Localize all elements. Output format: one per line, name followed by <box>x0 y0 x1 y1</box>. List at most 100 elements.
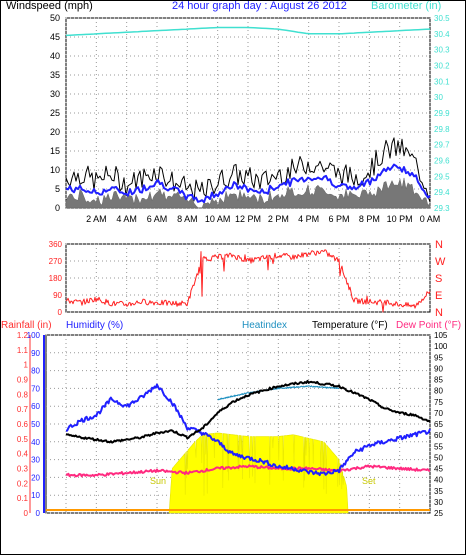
temperature-y-tick: 75 <box>434 398 443 407</box>
direction-y-tick: 270 <box>49 257 63 266</box>
temp-series <box>65 379 431 478</box>
temperature-y-tick: 90 <box>434 364 443 373</box>
temperature-y-tick: 85 <box>434 376 443 385</box>
barometer-y-tick: 29.7 <box>434 141 450 150</box>
wind-series <box>65 26 431 209</box>
temperature-y-ticks: 25 30 35 40 45 50 55 60 65 70 75 80 85 90 95 100 105 <box>434 331 448 518</box>
wind-y-tick: 0 <box>55 203 60 213</box>
wind-x-tick: 6 AM <box>147 214 168 224</box>
humidity-y-tick: 40 <box>31 438 40 447</box>
temperature-y-tick: 40 <box>434 476 443 485</box>
compass-letter: N <box>435 307 443 319</box>
wind-y-tick: 10 <box>50 165 60 175</box>
rain-y-tick: 0.9 <box>17 376 29 385</box>
wind-x-tick: 8 AM <box>177 214 198 224</box>
wind-x-tick: 10 PM <box>387 214 413 224</box>
direction-y-tick: 360 <box>49 240 63 249</box>
wind-grid <box>65 17 431 209</box>
compass-letter: S <box>435 273 442 285</box>
chart-title: 24 hour graph day : August 26 2012 <box>172 0 347 12</box>
barometer-y-tick: 29.8 <box>434 125 450 134</box>
temperature-y-tick: 45 <box>434 465 443 474</box>
solar-area <box>168 432 349 514</box>
wind-x-ticks: 2 AM 4 AM 6 AM 8 AM 10 AM 12 PM 2 PM 4 PM 6 PM 8 … <box>86 214 440 224</box>
wind-x-tick: 4 AM <box>116 214 137 224</box>
barometer-y-tick: 29.9 <box>434 109 450 118</box>
rain-y-tick: 0.2 <box>17 479 29 488</box>
rain-y-tick: 0.7 <box>17 405 29 414</box>
wind-gust-line <box>65 137 431 203</box>
wind-y-tick: 25 <box>50 108 60 118</box>
wind-y-ticks: 0 5 10 15 20 25 30 35 40 45 50 <box>50 13 60 213</box>
wind-y-tick: 50 <box>50 13 60 23</box>
wind-x-tick: 0 AM <box>420 214 441 224</box>
rain-y-tick: 0.3 <box>17 465 29 474</box>
rain-y-tick: 0.6 <box>17 420 29 429</box>
direction-y-tick: 0 <box>58 308 63 317</box>
temperature-y-tick: 95 <box>434 353 443 362</box>
wind-y-tick: 35 <box>50 70 60 80</box>
barometer-y-tick: 29.6 <box>434 157 450 166</box>
temperature-axis-label: Temperature (°F) <box>312 320 388 331</box>
wind-y-tick: 45 <box>50 32 60 42</box>
compass-letter: W <box>435 256 446 268</box>
direction-series <box>65 249 431 313</box>
barometer-y-tick: 30.3 <box>434 46 450 55</box>
sunset-label: Set <box>362 476 376 486</box>
barometer-y-tick: 30.5 <box>434 14 450 23</box>
rain-y-ticks: 0 0.1 0.2 0.3 0.4 0.5 0.6 0.7 0.8 0.9 1 1.1 1.2 <box>17 331 29 518</box>
sunrise-label: Sun <box>150 476 166 486</box>
rain-y-tick: 1.2 <box>17 331 29 340</box>
rain-y-tick: 1 <box>24 361 29 370</box>
barometer-y-tick: 30.4 <box>434 30 450 39</box>
temperature-y-tick: 55 <box>434 442 443 451</box>
direction-y-ticks: 0 90 180 270 360 <box>49 240 63 317</box>
temperature-y-tick: 70 <box>434 409 443 418</box>
wind-x-tick: 2 PM <box>268 214 289 224</box>
humidity-y-tick: 0 <box>36 509 41 518</box>
wind-y-tick: 15 <box>50 146 60 156</box>
barometer-axis-label: Barometer (in) <box>371 0 441 12</box>
direction-line <box>65 249 431 313</box>
humidity-y-tick: 20 <box>31 473 40 482</box>
humidity-y-tick: 60 <box>31 402 40 411</box>
temperature-y-tick: 35 <box>434 487 443 496</box>
compass-letter: E <box>435 290 442 302</box>
temperature-y-tick: 60 <box>434 431 443 440</box>
rainfall-axis-label: Rainfall (in) <box>1 320 52 331</box>
humidity-axis-label: Humidity (%) <box>66 320 123 331</box>
wind-y-tick: 20 <box>50 127 60 137</box>
windspeed-axis-label: Windspeed (mph) <box>6 0 93 12</box>
humidity-y-tick: 70 <box>31 384 40 393</box>
barometer-y-tick: 29.4 <box>434 188 450 197</box>
temperature-line <box>65 379 431 444</box>
temperature-y-tick: 50 <box>434 453 443 462</box>
heatindex-label: Heatindex <box>242 320 287 331</box>
temperature-y-tick: 65 <box>434 420 443 429</box>
temperature-y-tick: 25 <box>434 509 443 518</box>
direction-panel <box>0 233 466 318</box>
wind-x-tick: 4 PM <box>298 214 319 224</box>
barometer-y-tick: 30.1 <box>434 77 450 86</box>
rain-y-tick: 0.5 <box>17 435 29 444</box>
humidity-y-tick: 10 <box>31 491 40 500</box>
humidity-y-tick: 30 <box>31 456 40 465</box>
humidity-y-tick: 80 <box>31 367 40 376</box>
rain-y-tick: 0 <box>24 509 29 518</box>
direction-grid <box>65 243 431 313</box>
compass-letter: N <box>435 239 443 251</box>
wind-y-tick: 30 <box>50 89 60 99</box>
barometer-y-tick: 30.2 <box>434 62 450 71</box>
direction-y-tick: 180 <box>49 274 63 283</box>
direction-y-tick: 90 <box>53 291 62 300</box>
temperature-y-tick: 100 <box>434 342 448 351</box>
wind-x-tick: 2 AM <box>86 214 107 224</box>
wind-x-tick: 6 PM <box>328 214 349 224</box>
heatindex-line <box>217 385 340 401</box>
wind-y-tick: 5 <box>55 184 60 194</box>
wind-x-tick: 12 PM <box>235 214 261 224</box>
barometer-y-tick: 29.3 <box>434 204 450 213</box>
